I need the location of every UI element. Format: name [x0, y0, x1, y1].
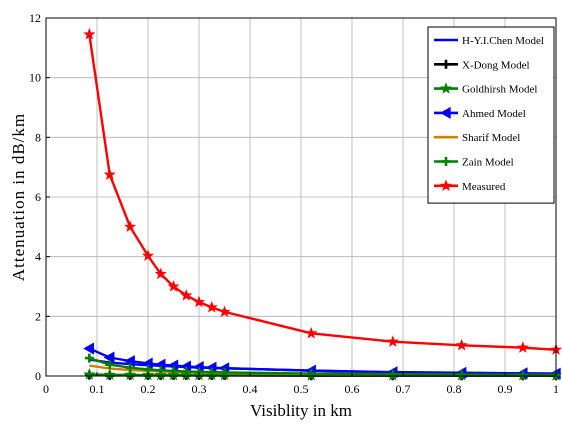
data-point — [83, 368, 96, 380]
legend-label: Measured — [462, 181, 506, 193]
series-measured — [83, 28, 562, 355]
legend-item: Measured — [434, 179, 506, 193]
data-point — [180, 289, 193, 301]
y-tick-label: 4 — [35, 250, 41, 264]
data-point — [156, 365, 166, 375]
legend-item: Goldhirsh Model — [434, 82, 537, 96]
data-point — [518, 370, 528, 380]
x-tick-label: 0.7 — [396, 382, 411, 396]
data-point — [169, 366, 178, 376]
x-tick-label: 1 — [553, 382, 559, 396]
y-tick-label: 6 — [35, 190, 41, 204]
data-point — [125, 363, 135, 373]
x-tick-label: 0.3 — [192, 382, 207, 396]
data-point — [305, 326, 318, 339]
x-axis-label: Visiblity in km — [250, 401, 352, 420]
x-tick-label: 0.8 — [447, 382, 462, 396]
data-point — [388, 369, 398, 379]
data-point — [167, 280, 180, 292]
legend-label: Goldhirsh Model — [462, 84, 537, 96]
series-zain-model — [84, 353, 561, 380]
data-point — [103, 368, 116, 380]
data-point — [457, 370, 467, 380]
data-point — [141, 249, 155, 261]
data-point — [105, 360, 115, 370]
data-point — [516, 341, 529, 353]
data-point — [181, 367, 191, 377]
data-point — [103, 168, 116, 180]
data-point — [192, 295, 206, 308]
data-point — [84, 353, 94, 363]
y-tick-label: 2 — [35, 309, 41, 323]
legend-label: X-Dong Model — [462, 59, 530, 71]
x-tick-label: 0.1 — [90, 382, 105, 396]
data-point — [439, 106, 451, 119]
data-point — [439, 179, 453, 191]
x-tick-label: 0 — [43, 382, 49, 396]
legend-label: Zain Model — [462, 157, 514, 169]
x-tick-label: 0.4 — [243, 382, 258, 396]
y-tick-label: 0 — [35, 369, 41, 383]
data-point — [124, 220, 137, 232]
y-tick-label: 8 — [35, 130, 41, 144]
data-point — [386, 335, 399, 347]
data-point — [205, 301, 218, 313]
legend-label: Sharif Model — [462, 132, 520, 144]
y-tick-label: 12 — [29, 11, 41, 25]
legend-label: H-Y.I.Chen Model — [462, 35, 544, 47]
data-point — [83, 28, 96, 40]
data-point — [455, 338, 468, 351]
data-point — [207, 367, 217, 377]
y-tick-label: 10 — [29, 71, 41, 85]
x-tick-label: 0.6 — [345, 382, 360, 396]
data-point — [441, 157, 451, 166]
legend-item: Zain Model — [434, 157, 514, 169]
data-point — [441, 59, 451, 69]
data-point — [124, 368, 137, 380]
legend-item: X-Dong Model — [434, 59, 530, 71]
legend-item: Sharif Model — [434, 132, 520, 144]
x-tick-label: 0.9 — [498, 382, 513, 396]
legend: H-Y.I.Chen Model X-Dong Model Goldhirsh Mo… — [427, 26, 555, 204]
legend-label: Ahmed Model — [462, 108, 526, 120]
data-point — [218, 305, 231, 318]
legend-item: H-Y.I.Chen Model — [434, 35, 544, 47]
y-axis-label: Attenuation in dB/km — [9, 113, 28, 281]
data-point — [439, 82, 453, 94]
x-tick-label: 0.5 — [294, 382, 309, 396]
legend-item: Ahmed Model — [434, 106, 526, 120]
x-tick-label: 0.2 — [141, 382, 156, 396]
data-point — [306, 369, 316, 379]
data-point — [83, 342, 95, 355]
data-point — [220, 367, 229, 377]
data-point — [154, 267, 167, 280]
